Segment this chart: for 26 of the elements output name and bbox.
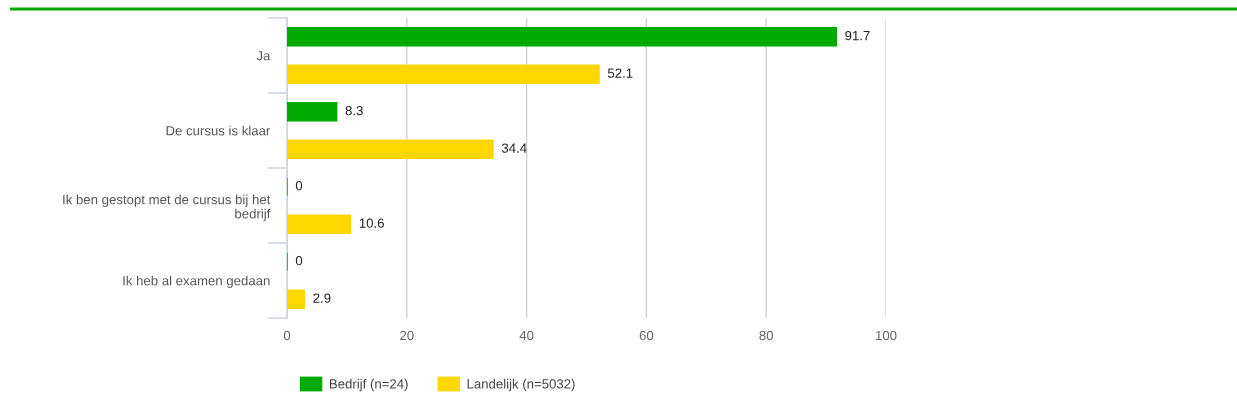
data-label: 8.3 bbox=[345, 105, 363, 116]
bar bbox=[287, 64, 600, 84]
y-tick-label: Ja bbox=[256, 51, 271, 61]
bar bbox=[287, 139, 494, 159]
bar bbox=[287, 289, 306, 309]
x-tick-label: 60 bbox=[639, 330, 654, 341]
bar bbox=[287, 214, 352, 234]
x-tick-label: 40 bbox=[519, 330, 534, 341]
data-label: 2.9 bbox=[313, 293, 331, 303]
y-tick-label: Ik ben gestopt met de cursus bij het bedrijf bbox=[63, 194, 271, 222]
data-label: 34.4 bbox=[501, 143, 527, 153]
data-label: 0 bbox=[295, 180, 303, 191]
data-label: 10.6 bbox=[359, 218, 384, 228]
y-tick-label: Ik heb al examen gedaan bbox=[123, 275, 270, 289]
x-tick-label: 20 bbox=[400, 330, 414, 341]
x-tick-label: 100 bbox=[876, 330, 897, 341]
data-label: 0 bbox=[295, 255, 303, 266]
data-label: 91.7 bbox=[845, 30, 870, 41]
legend-label: Landelijk (n=5032) bbox=[467, 378, 575, 392]
y-tick-label: De cursus is klaar bbox=[166, 125, 271, 136]
legend-label: Bedrijf (n=24) bbox=[329, 378, 408, 392]
data-label: 52.1 bbox=[607, 68, 633, 78]
x-tick-label: 80 bbox=[759, 330, 774, 341]
x-tick-label: 0 bbox=[283, 330, 291, 341]
bar bbox=[287, 27, 837, 47]
bar bbox=[287, 102, 338, 122]
